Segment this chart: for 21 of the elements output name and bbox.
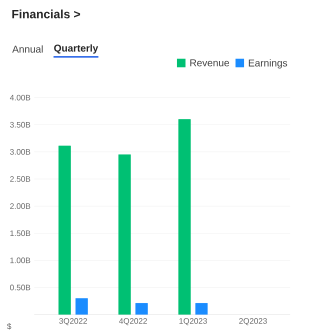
- chart-title: Financials >: [12, 10, 80, 18]
- text: Quarterly: [54, 44, 98, 54]
- bar: [75, 298, 88, 315]
- y-tick-label: 1.50B: [10, 230, 30, 236]
- y-tick-label: 0.50B: [10, 284, 30, 290]
- bar: [135, 303, 148, 315]
- x-tick-label: 1Q2023: [179, 318, 207, 326]
- y-tick-label: 2.50B: [10, 176, 30, 182]
- y-axis-title: $: [7, 323, 12, 330]
- legend-label: Earnings: [248, 59, 288, 69]
- x-tick-label: 2Q2023: [239, 318, 267, 326]
- x-tick-label: 4Q2022: [119, 318, 147, 326]
- text: Annual: [12, 45, 43, 53]
- y-tick-label: 2.00B: [10, 203, 30, 209]
- bar: [195, 303, 208, 315]
- y-tick-label: 3.00B: [10, 149, 30, 155]
- y-tick-label: 1.00B: [10, 258, 30, 264]
- x-tick-label: 3Q2022: [59, 318, 87, 326]
- legend-label: Revenue: [190, 59, 230, 66]
- y-tick-label: 4.00B: [10, 94, 30, 100]
- y-tick-label: 3.50B: [10, 122, 30, 128]
